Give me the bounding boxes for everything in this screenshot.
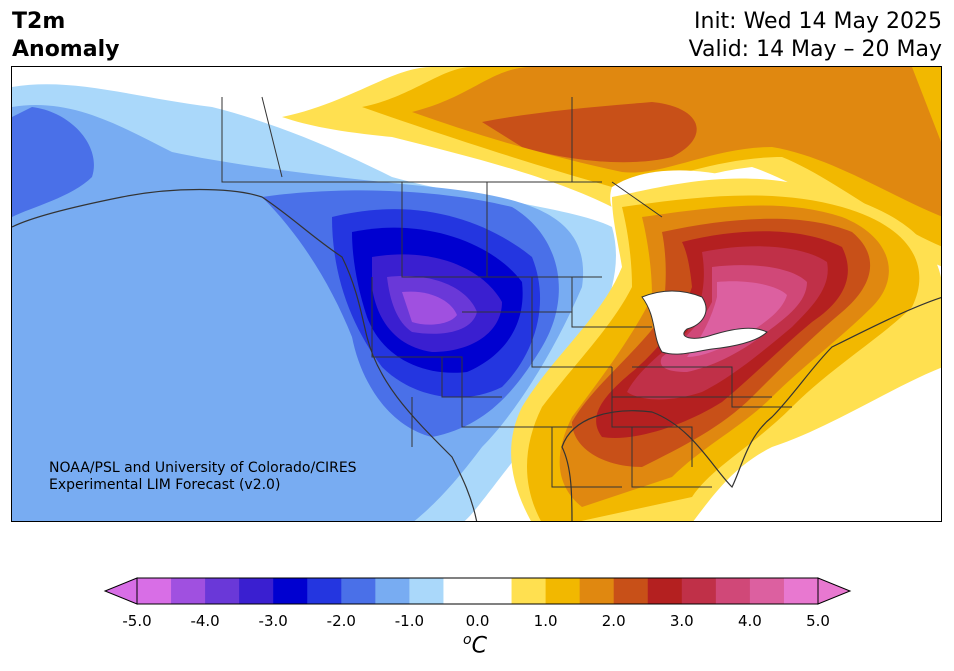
colorbar-tick-label: -2.0 [326,612,356,630]
colorbar-tick-label: -1.0 [394,612,425,630]
colorbar-tick-label: 4.0 [737,612,762,630]
anomaly-map [11,66,942,522]
colorbar-segment [239,578,274,604]
credit-line-2: Experimental LIM Forecast (v2.0) [49,477,281,493]
unit-superscript: o [463,632,472,648]
colorbar-tick-label: 3.0 [669,612,694,630]
colorbar-segment [443,578,478,604]
map-canvas [12,67,941,521]
coastline [12,188,941,521]
colorbar-segment [749,578,785,604]
colorbar-segment [409,578,444,604]
colorbar-tick-label: 0.0 [465,612,490,630]
init-date: Init: Wed 14 May 2025 [694,9,942,34]
colorbar-tick-label: -4.0 [190,612,220,630]
state-borders [221,96,792,488]
valid-range: Valid: 14 May – 20 May [688,37,942,62]
colorbar-segment [579,578,615,604]
credit-line-1: NOAA/PSL and University of Colorado/CIRE… [49,460,357,476]
colorbar-segment [137,578,172,604]
title-right: Init: Wed 14 May 2025 Valid: 14 May – 20… [689,8,942,64]
colorbar-segment [477,578,513,604]
colorbar-tick-label: 5.0 [806,612,830,630]
title-left: T2m Anomaly [12,8,119,64]
warm-anomaly-north-4 [482,102,697,163]
unit-label: oC [463,632,487,658]
colorbar-segment [613,578,649,604]
colorbar-extend-low [103,577,138,605]
great-lakes [641,290,768,355]
colorbar-segment [647,578,683,604]
colorbar-border [136,577,819,605]
colorbar-tick-label: -3.0 [258,612,288,630]
colorbar-extend-high [817,577,852,605]
colorbar-segment [511,578,547,604]
colorbar-segment [783,578,819,604]
variable-type: Anomaly [12,37,120,62]
colorbar-segment [171,578,206,604]
colorbar-segment [545,578,581,604]
colorbar-tick-label: -5.0 [122,612,152,630]
colorbar-segment [273,578,308,604]
colorbar [103,577,852,605]
variable-name: T2m [12,9,66,34]
cold-anomaly-9 [402,291,457,325]
cold-anomaly-3 [12,107,94,217]
colorbar-tick-label: 1.0 [533,612,558,630]
colorbar-segment [681,578,717,604]
colorbar-segment [205,578,240,604]
colorbar-segment [375,578,410,604]
credit-text: NOAA/PSL and University of Colorado/CIRE… [49,460,357,494]
colorbar-segment [341,578,376,604]
colorbar-tick-label: 2.0 [601,612,626,630]
unit-base: C [471,633,487,659]
colorbar-segment [307,578,342,604]
colorbar-segment [715,578,751,604]
